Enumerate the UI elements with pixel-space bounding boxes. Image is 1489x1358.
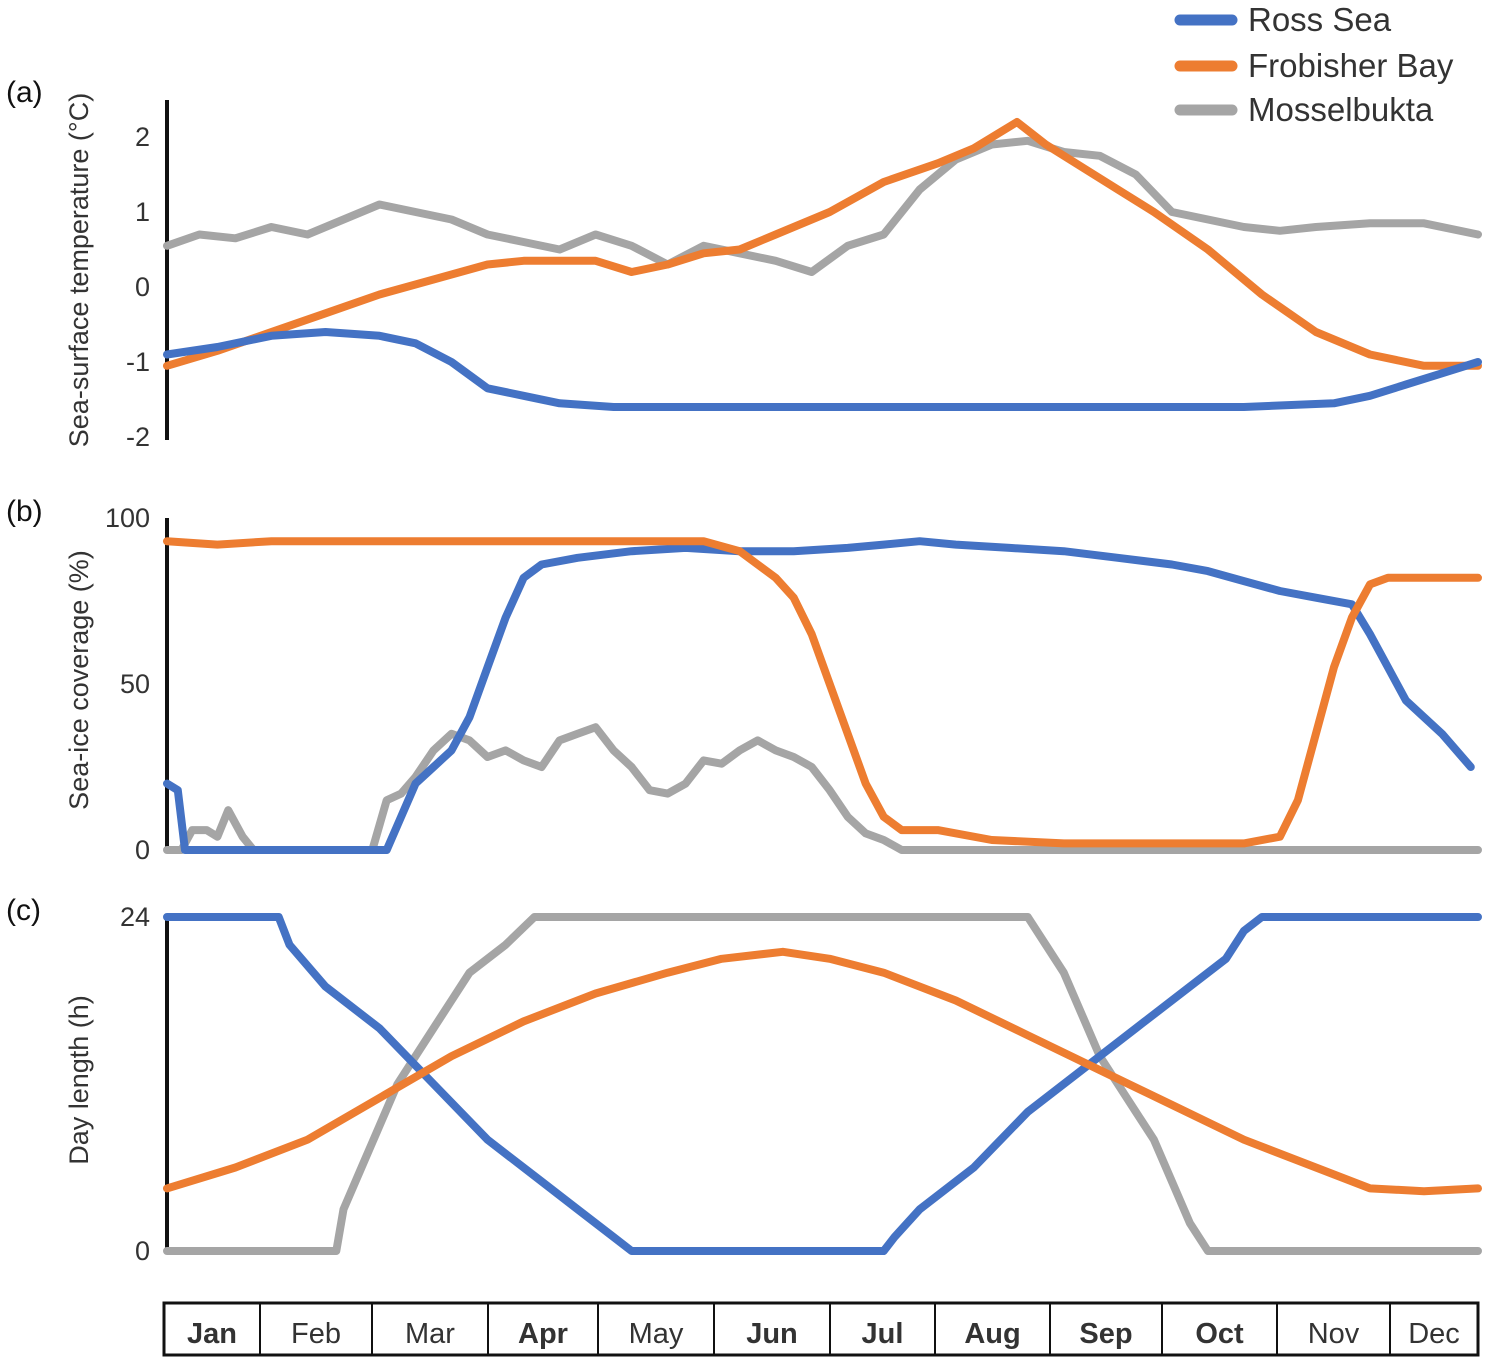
month-label-apr: Apr	[518, 1318, 568, 1350]
legend: Ross Sea Frobisher Bay Mosselbukta	[1174, 1, 1454, 128]
y-axis-title: Sea-surface temperature (°C)	[64, 93, 94, 447]
series-line-frobisher-bay	[163, 118, 1482, 370]
panel-b-sea-ice: 100 50 0 Sea-ice coverage (%)	[64, 503, 1482, 865]
month-label-may: May	[629, 1318, 684, 1350]
month-label-jun: Jun	[746, 1318, 798, 1350]
series-line-mosselbukta	[163, 136, 1482, 276]
month-label-aug: Aug	[964, 1318, 1020, 1350]
y-tick-label: -1	[126, 347, 150, 377]
series-line-ross-sea	[163, 913, 1482, 1255]
month-label-mar: Mar	[405, 1318, 455, 1350]
series-line-ross-sea	[163, 328, 1482, 411]
y-tick-label: -2	[126, 422, 150, 452]
y-axis-title: Day length (h)	[64, 995, 94, 1165]
month-label-feb: Feb	[291, 1318, 341, 1350]
month-axis-frame	[162, 1301, 1480, 1357]
month-label-jul: Jul	[862, 1318, 904, 1350]
month-axis: Jan Feb Mar Apr May Jun Jul Aug Sep Oct Nov Dec	[162, 1301, 1480, 1357]
y-tick-label: 2	[135, 122, 150, 152]
y-tick-label: 100	[105, 503, 150, 533]
y-tick-label: 0	[135, 1236, 150, 1266]
legend-label-ross-sea: Ross Sea	[1248, 1, 1392, 38]
month-label-nov: Nov	[1308, 1318, 1360, 1350]
y-tick-label: 0	[135, 835, 150, 865]
series-line-ross-sea	[163, 537, 1475, 854]
y-tick-label: 24	[120, 902, 150, 932]
series-line-mosselbukta	[163, 913, 1482, 1255]
month-label-jan: Jan	[187, 1318, 237, 1350]
y-tick-label: 0	[135, 272, 150, 302]
panel-label-a: (a)	[6, 76, 43, 109]
legend-label-frobisher-bay: Frobisher Bay	[1248, 47, 1454, 84]
panel-a-temperature: 2 1 0 -1 -2 Sea-surface temperature (°C)	[64, 93, 1482, 452]
month-label-dec: Dec	[1408, 1318, 1460, 1350]
panel-label-b: (b)	[6, 495, 43, 528]
series-line-frobisher-bay	[163, 947, 1482, 1196]
panel-c-day-length: 24 0 Day length (h)	[64, 902, 1482, 1266]
y-axis-title: Sea-ice coverage (%)	[64, 550, 94, 810]
series-line-frobisher-bay	[163, 537, 1482, 848]
y-tick-label: 1	[135, 197, 150, 227]
legend-label-mosselbukta: Mosselbukta	[1248, 91, 1434, 128]
y-tick-label: 50	[120, 669, 150, 699]
month-label-sep: Sep	[1079, 1318, 1132, 1350]
panel-label-c: (c)	[6, 894, 41, 927]
month-label-oct: Oct	[1195, 1318, 1244, 1350]
